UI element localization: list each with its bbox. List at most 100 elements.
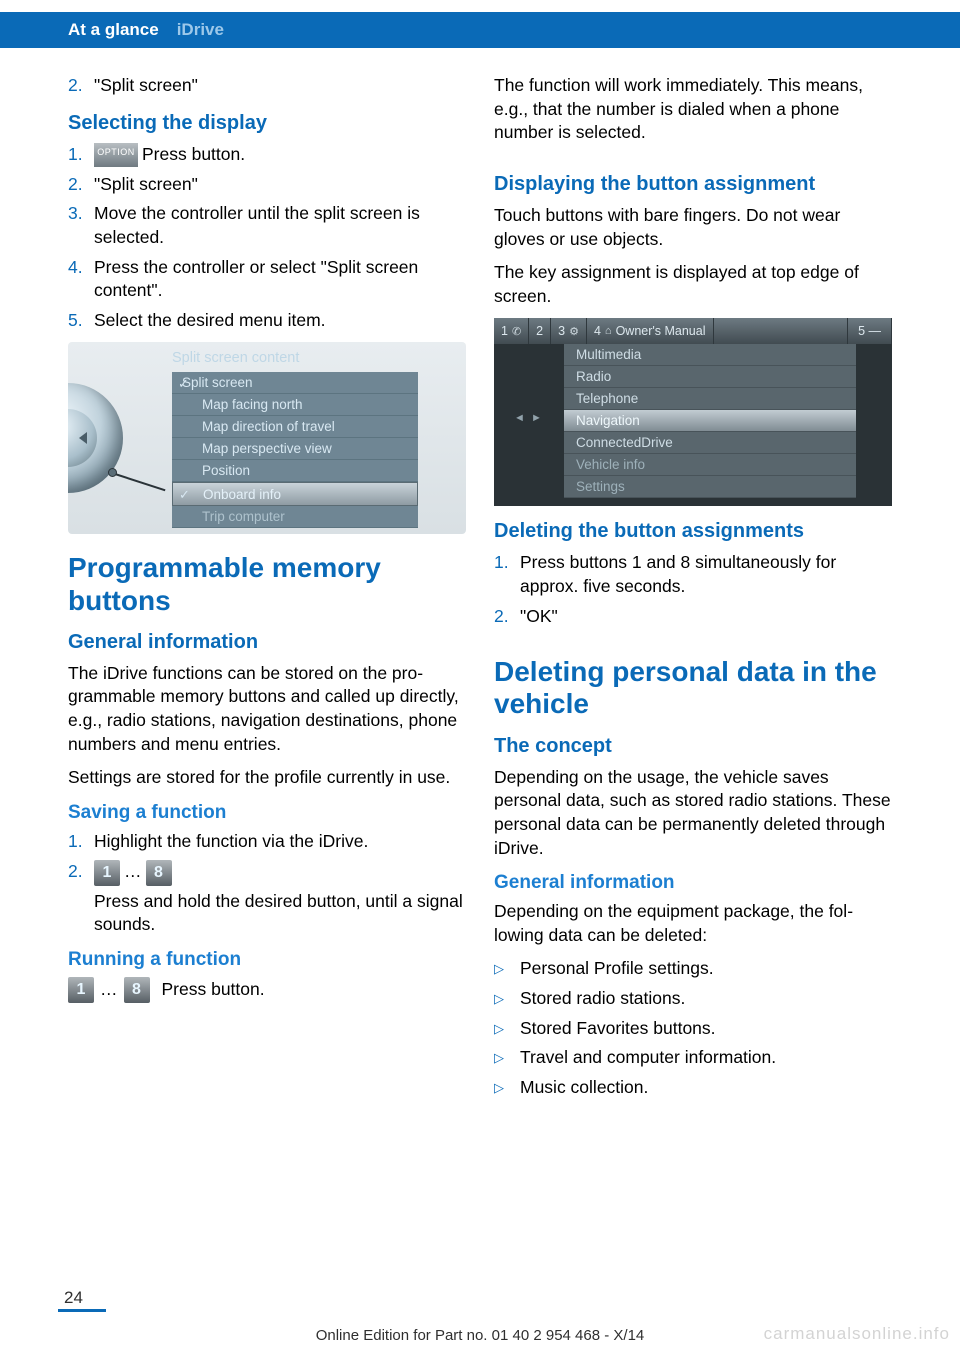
list-text: Press button. (142, 143, 245, 167)
page-number: 24 (64, 1288, 83, 1308)
check-icon: ✓ (178, 376, 192, 390)
memory-button-1-icon: 1 (68, 977, 94, 1003)
screen-menu-label: Position (202, 463, 250, 478)
heading-displaying-assignment: Displaying the button assignment (494, 173, 892, 196)
screen-menu-label: Trip computer (202, 509, 285, 524)
list-text: "OK" (520, 605, 892, 629)
ellipsis: … (124, 860, 142, 884)
list-number: 1. (68, 830, 94, 854)
heading-deleting-assignments: Deleting the button assignments (494, 520, 892, 543)
tab-glyph-icon: ✆ (512, 325, 521, 338)
list-number: 2. (68, 860, 94, 937)
heading-saving-function: Saving a function (68, 802, 466, 824)
bullet-text: Travel and computer information. (520, 1046, 776, 1070)
list-number: 4. (68, 256, 94, 303)
memory-button-8-icon: 8 (124, 977, 150, 1003)
check-icon: ✓ (179, 487, 193, 501)
screen-menu-item: ✓ Onboard info (172, 482, 418, 506)
paragraph: Touch buttons with bare fingers. Do not … (494, 204, 892, 251)
paragraph: The function will work immediately. This… (494, 74, 892, 145)
bullet-text: Stored Favorites buttons. (520, 1017, 716, 1041)
screen-menu-label: Map perspective view (202, 441, 332, 456)
screen-menu-item: Map perspective view (172, 438, 418, 460)
watermark: carmanualsonline.info (764, 1324, 950, 1344)
bullet-icon: ▷ (494, 957, 520, 981)
right-column: The function will work immediately. This… (494, 74, 892, 1110)
heading-programmable-memory: Programmable memory buttons (68, 552, 466, 616)
heading-general-info-2: General information (494, 872, 892, 894)
screen-tab: 3⚙ (551, 318, 587, 344)
list-text: Highlight the function via the iDrive. (94, 830, 466, 854)
bullet-text: Music collection. (520, 1076, 648, 1100)
heading-running-function: Running a function (68, 949, 466, 971)
screen-menu-item: Map direction of travel (172, 416, 418, 438)
paragraph: Settings are stored for the profile curr… (68, 766, 466, 790)
idrive-screenshot-main-menu: 1✆23⚙4⌂ Owner's Manual5 — ◄ ► Multimedia… (494, 318, 892, 506)
ellipsis: … (100, 978, 118, 1002)
list-text: Select the desired menu item. (94, 309, 466, 333)
page-header: At a glance iDrive (0, 12, 960, 48)
bullet-icon: ▷ (494, 987, 520, 1011)
heading-deleting-personal-data: Deleting personal data in the vehicle (494, 656, 892, 720)
screen-menu-label: Onboard info (203, 487, 281, 502)
left-column: 2. "Split screen" Selecting the display … (68, 74, 466, 1110)
heading-general-info: General information (68, 631, 466, 654)
tab-number: 1 (501, 324, 508, 338)
paragraph: Depending on the usage, the vehicle save… (494, 766, 892, 861)
list-number: 2. (494, 605, 520, 629)
list-number: 1. (68, 143, 94, 167)
screen-tab-right: 5 — (847, 318, 892, 344)
screen-menu-label: Map direction of travel (202, 419, 335, 434)
page-number-bar (58, 1309, 106, 1312)
bullet-item: ▷Personal Profile settings. (494, 957, 892, 981)
heading-concept: The concept (494, 735, 892, 758)
bullet-icon: ▷ (494, 1076, 520, 1100)
memory-button-1-icon: 1 (94, 860, 120, 886)
screen-tab: 2 (529, 318, 551, 344)
list-number: 2. (68, 173, 94, 197)
screen-menu-item: Radio (564, 366, 856, 388)
tab-label: Owner's Manual (616, 324, 706, 338)
list-text: Press and hold the desired button, until… (94, 890, 466, 937)
pointer-dot (108, 468, 117, 477)
bullet-icon: ▷ (494, 1046, 520, 1070)
bullet-item: ▷Travel and computer information. (494, 1046, 892, 1070)
inline-text: Press button. (162, 978, 265, 1002)
screen-tab: 4⌂ Owner's Manual (587, 318, 714, 344)
screen-menu-item: Multimedia (564, 344, 856, 366)
bullet-icon: ▷ (494, 1017, 520, 1041)
list-text: Move the controller until the split scre… (94, 202, 466, 249)
screen-menu-item: ConnectedDrive (564, 432, 856, 454)
bullet-item: ▷Stored radio stations. (494, 987, 892, 1011)
tab-glyph-icon: ⚙ (569, 325, 579, 338)
screen-menu-item: Position (172, 460, 418, 482)
screen-menu-item: ✓Split screen (172, 372, 418, 394)
screen-menu-item: Navigation (564, 410, 856, 432)
screen-menu-item: Trip computer (172, 506, 418, 528)
option-button-icon: OPTION (94, 143, 138, 167)
screen-menu-item: Telephone (564, 388, 856, 410)
screen-menu-label: Map facing north (202, 397, 303, 412)
bullet-item: ▷Music collection. (494, 1076, 892, 1100)
bullet-text: Stored radio stations. (520, 987, 685, 1011)
tab-glyph-icon: ⌂ (605, 325, 612, 337)
bullet-text: Personal Profile settings. (520, 957, 714, 981)
memory-button-8-icon: 8 (146, 860, 172, 886)
screen-menu-item: Map facing north (172, 394, 418, 416)
pointer-line (112, 472, 166, 491)
paragraph: The iDrive functions can be stored on th… (68, 662, 466, 757)
tab-number: 3 (558, 324, 565, 338)
bullet-item: ▷Stored Favorites buttons. (494, 1017, 892, 1041)
screen-tab: 1✆ (494, 318, 529, 344)
tab-number: 2 (536, 324, 543, 338)
header-section: At a glance (68, 20, 159, 40)
list-number: 1. (494, 551, 520, 598)
list-text: Press the controller or select "Split sc… (94, 256, 466, 303)
list-text: "Split screen" (94, 173, 466, 197)
screen-title: Split screen content (172, 350, 299, 366)
list-number: 3. (68, 202, 94, 249)
heading-selecting-display: Selecting the display (68, 112, 466, 135)
header-subsection: iDrive (177, 20, 224, 40)
list-text: "Split screen" (94, 74, 466, 98)
controller-knob-icon (68, 383, 123, 493)
